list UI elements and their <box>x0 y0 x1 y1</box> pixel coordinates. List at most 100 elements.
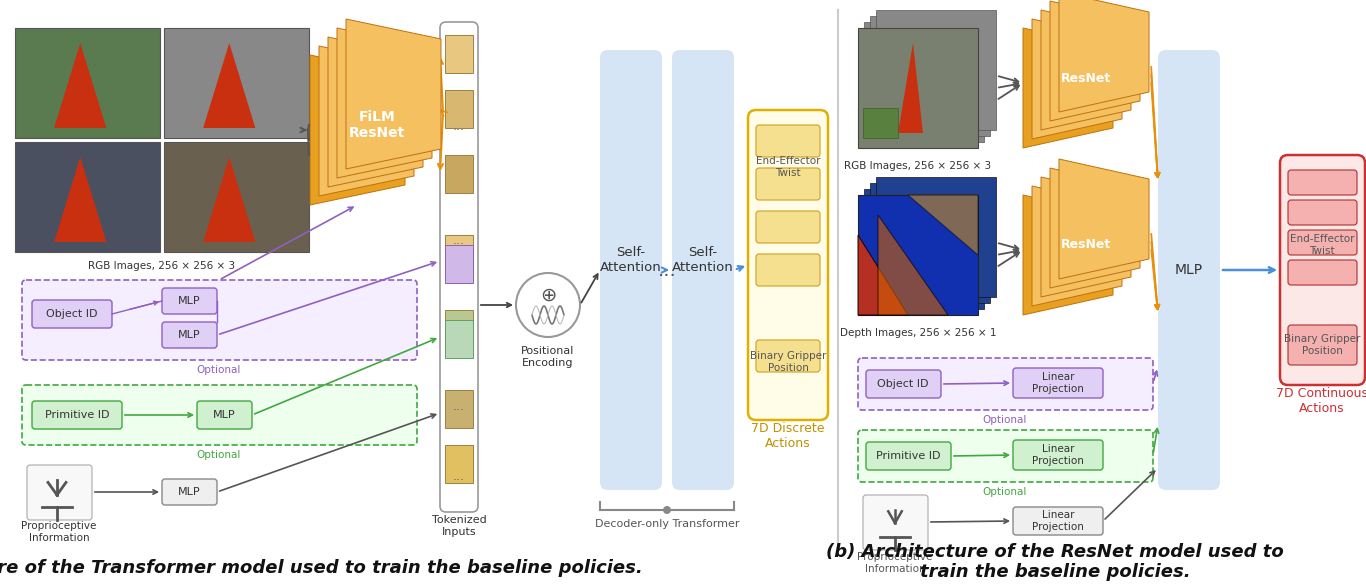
Text: Optional: Optional <box>982 487 1027 497</box>
Text: Optional: Optional <box>197 365 242 375</box>
FancyBboxPatch shape <box>31 300 112 328</box>
Bar <box>445 445 473 483</box>
Polygon shape <box>1050 1 1141 121</box>
Text: ...: ... <box>454 399 464 413</box>
FancyBboxPatch shape <box>755 125 820 157</box>
Bar <box>164 28 309 138</box>
Text: MLP: MLP <box>178 487 201 497</box>
Text: ResNet: ResNet <box>1061 239 1111 252</box>
FancyBboxPatch shape <box>858 358 1153 410</box>
Text: 7D Discrete
Actions: 7D Discrete Actions <box>751 422 825 450</box>
Text: (a) Architecture of the Transformer model used to train the baseline policies.: (a) Architecture of the Transformer mode… <box>0 559 643 577</box>
Text: MLP: MLP <box>213 410 235 420</box>
Text: Optional: Optional <box>197 450 242 460</box>
Polygon shape <box>1050 168 1141 288</box>
Text: End-Effector
Twist: End-Effector Twist <box>755 156 820 178</box>
Text: ResNet: ResNet <box>1061 72 1111 85</box>
FancyBboxPatch shape <box>755 340 820 372</box>
Text: End-Effector
Twist: End-Effector Twist <box>1290 234 1354 256</box>
Polygon shape <box>1031 186 1121 306</box>
Text: MLP: MLP <box>1175 263 1203 277</box>
Text: RGB Images, 256 × 256 × 3: RGB Images, 256 × 256 × 3 <box>844 161 992 171</box>
Text: Depth Images, 256 × 256 × 1: Depth Images, 256 × 256 × 1 <box>840 328 996 338</box>
Bar <box>858 195 978 315</box>
FancyBboxPatch shape <box>1288 230 1356 255</box>
FancyBboxPatch shape <box>1288 325 1356 365</box>
FancyBboxPatch shape <box>755 254 820 286</box>
Polygon shape <box>204 157 255 242</box>
Circle shape <box>663 506 671 514</box>
Bar <box>876 177 996 297</box>
FancyBboxPatch shape <box>163 288 217 314</box>
Bar <box>445 310 473 348</box>
Bar <box>445 155 473 193</box>
Bar <box>858 28 978 148</box>
Text: 7D Continuous
Actions: 7D Continuous Actions <box>1276 387 1366 415</box>
Text: Decoder-only Transformer: Decoder-only Transformer <box>594 519 739 529</box>
Text: (b) Architecture of the ResNet model used to
train the baseline policies.: (b) Architecture of the ResNet model use… <box>826 543 1284 582</box>
Text: ...: ... <box>454 119 464 132</box>
Polygon shape <box>328 37 423 187</box>
FancyBboxPatch shape <box>866 442 951 470</box>
FancyBboxPatch shape <box>1158 50 1220 490</box>
FancyBboxPatch shape <box>672 50 734 490</box>
Bar <box>865 189 984 309</box>
FancyBboxPatch shape <box>1014 440 1102 470</box>
Text: Self-
Attention: Self- Attention <box>600 246 663 274</box>
Polygon shape <box>55 157 107 242</box>
Text: Object ID: Object ID <box>877 379 929 389</box>
FancyBboxPatch shape <box>755 211 820 243</box>
Text: MLP: MLP <box>178 330 201 340</box>
FancyBboxPatch shape <box>866 370 941 398</box>
Text: RGB Images, 256 × 256 × 3: RGB Images, 256 × 256 × 3 <box>89 261 235 271</box>
FancyBboxPatch shape <box>197 401 251 429</box>
FancyBboxPatch shape <box>440 22 478 512</box>
Bar <box>445 245 473 283</box>
FancyBboxPatch shape <box>858 430 1153 482</box>
Polygon shape <box>204 43 255 128</box>
Bar <box>445 90 473 128</box>
FancyBboxPatch shape <box>163 479 217 505</box>
Text: FiLM
ResNet: FiLM ResNet <box>348 110 406 140</box>
Text: Proprioceptive
Information: Proprioceptive Information <box>22 521 97 543</box>
FancyBboxPatch shape <box>22 280 417 360</box>
Text: Linear
Projection: Linear Projection <box>1033 444 1085 466</box>
Circle shape <box>516 273 581 337</box>
Text: Primitive ID: Primitive ID <box>45 410 109 420</box>
Text: Linear
Projection: Linear Projection <box>1033 372 1085 394</box>
Bar <box>865 22 984 142</box>
Text: Linear
Projection: Linear Projection <box>1033 510 1085 532</box>
Polygon shape <box>1041 177 1131 297</box>
Bar <box>164 142 309 252</box>
Text: Object ID: Object ID <box>46 309 98 319</box>
Text: MLP: MLP <box>178 296 201 306</box>
Polygon shape <box>1023 195 1113 315</box>
Polygon shape <box>320 46 414 196</box>
Polygon shape <box>908 195 978 255</box>
FancyBboxPatch shape <box>1288 170 1356 195</box>
FancyBboxPatch shape <box>749 110 828 420</box>
Bar <box>445 235 473 273</box>
FancyBboxPatch shape <box>22 385 417 445</box>
Text: ...: ... <box>454 469 464 483</box>
Text: Binary Gripper
Position: Binary Gripper Position <box>750 351 826 373</box>
Polygon shape <box>310 55 404 205</box>
FancyBboxPatch shape <box>1288 200 1356 225</box>
FancyBboxPatch shape <box>27 465 92 520</box>
Text: ...: ... <box>454 235 464 248</box>
Bar <box>863 108 897 138</box>
Text: Primitive ID: Primitive ID <box>876 451 940 461</box>
Text: ...: ... <box>657 260 676 279</box>
Bar <box>876 10 996 130</box>
Bar <box>870 16 990 136</box>
FancyBboxPatch shape <box>600 50 663 490</box>
FancyBboxPatch shape <box>163 322 217 348</box>
FancyBboxPatch shape <box>755 168 820 200</box>
Polygon shape <box>346 19 441 169</box>
Polygon shape <box>1041 10 1131 130</box>
Text: ⊕: ⊕ <box>540 286 556 305</box>
Bar <box>445 35 473 73</box>
Polygon shape <box>1023 28 1113 148</box>
FancyBboxPatch shape <box>1014 368 1102 398</box>
Text: Tokenized
Inputs: Tokenized Inputs <box>432 515 486 537</box>
